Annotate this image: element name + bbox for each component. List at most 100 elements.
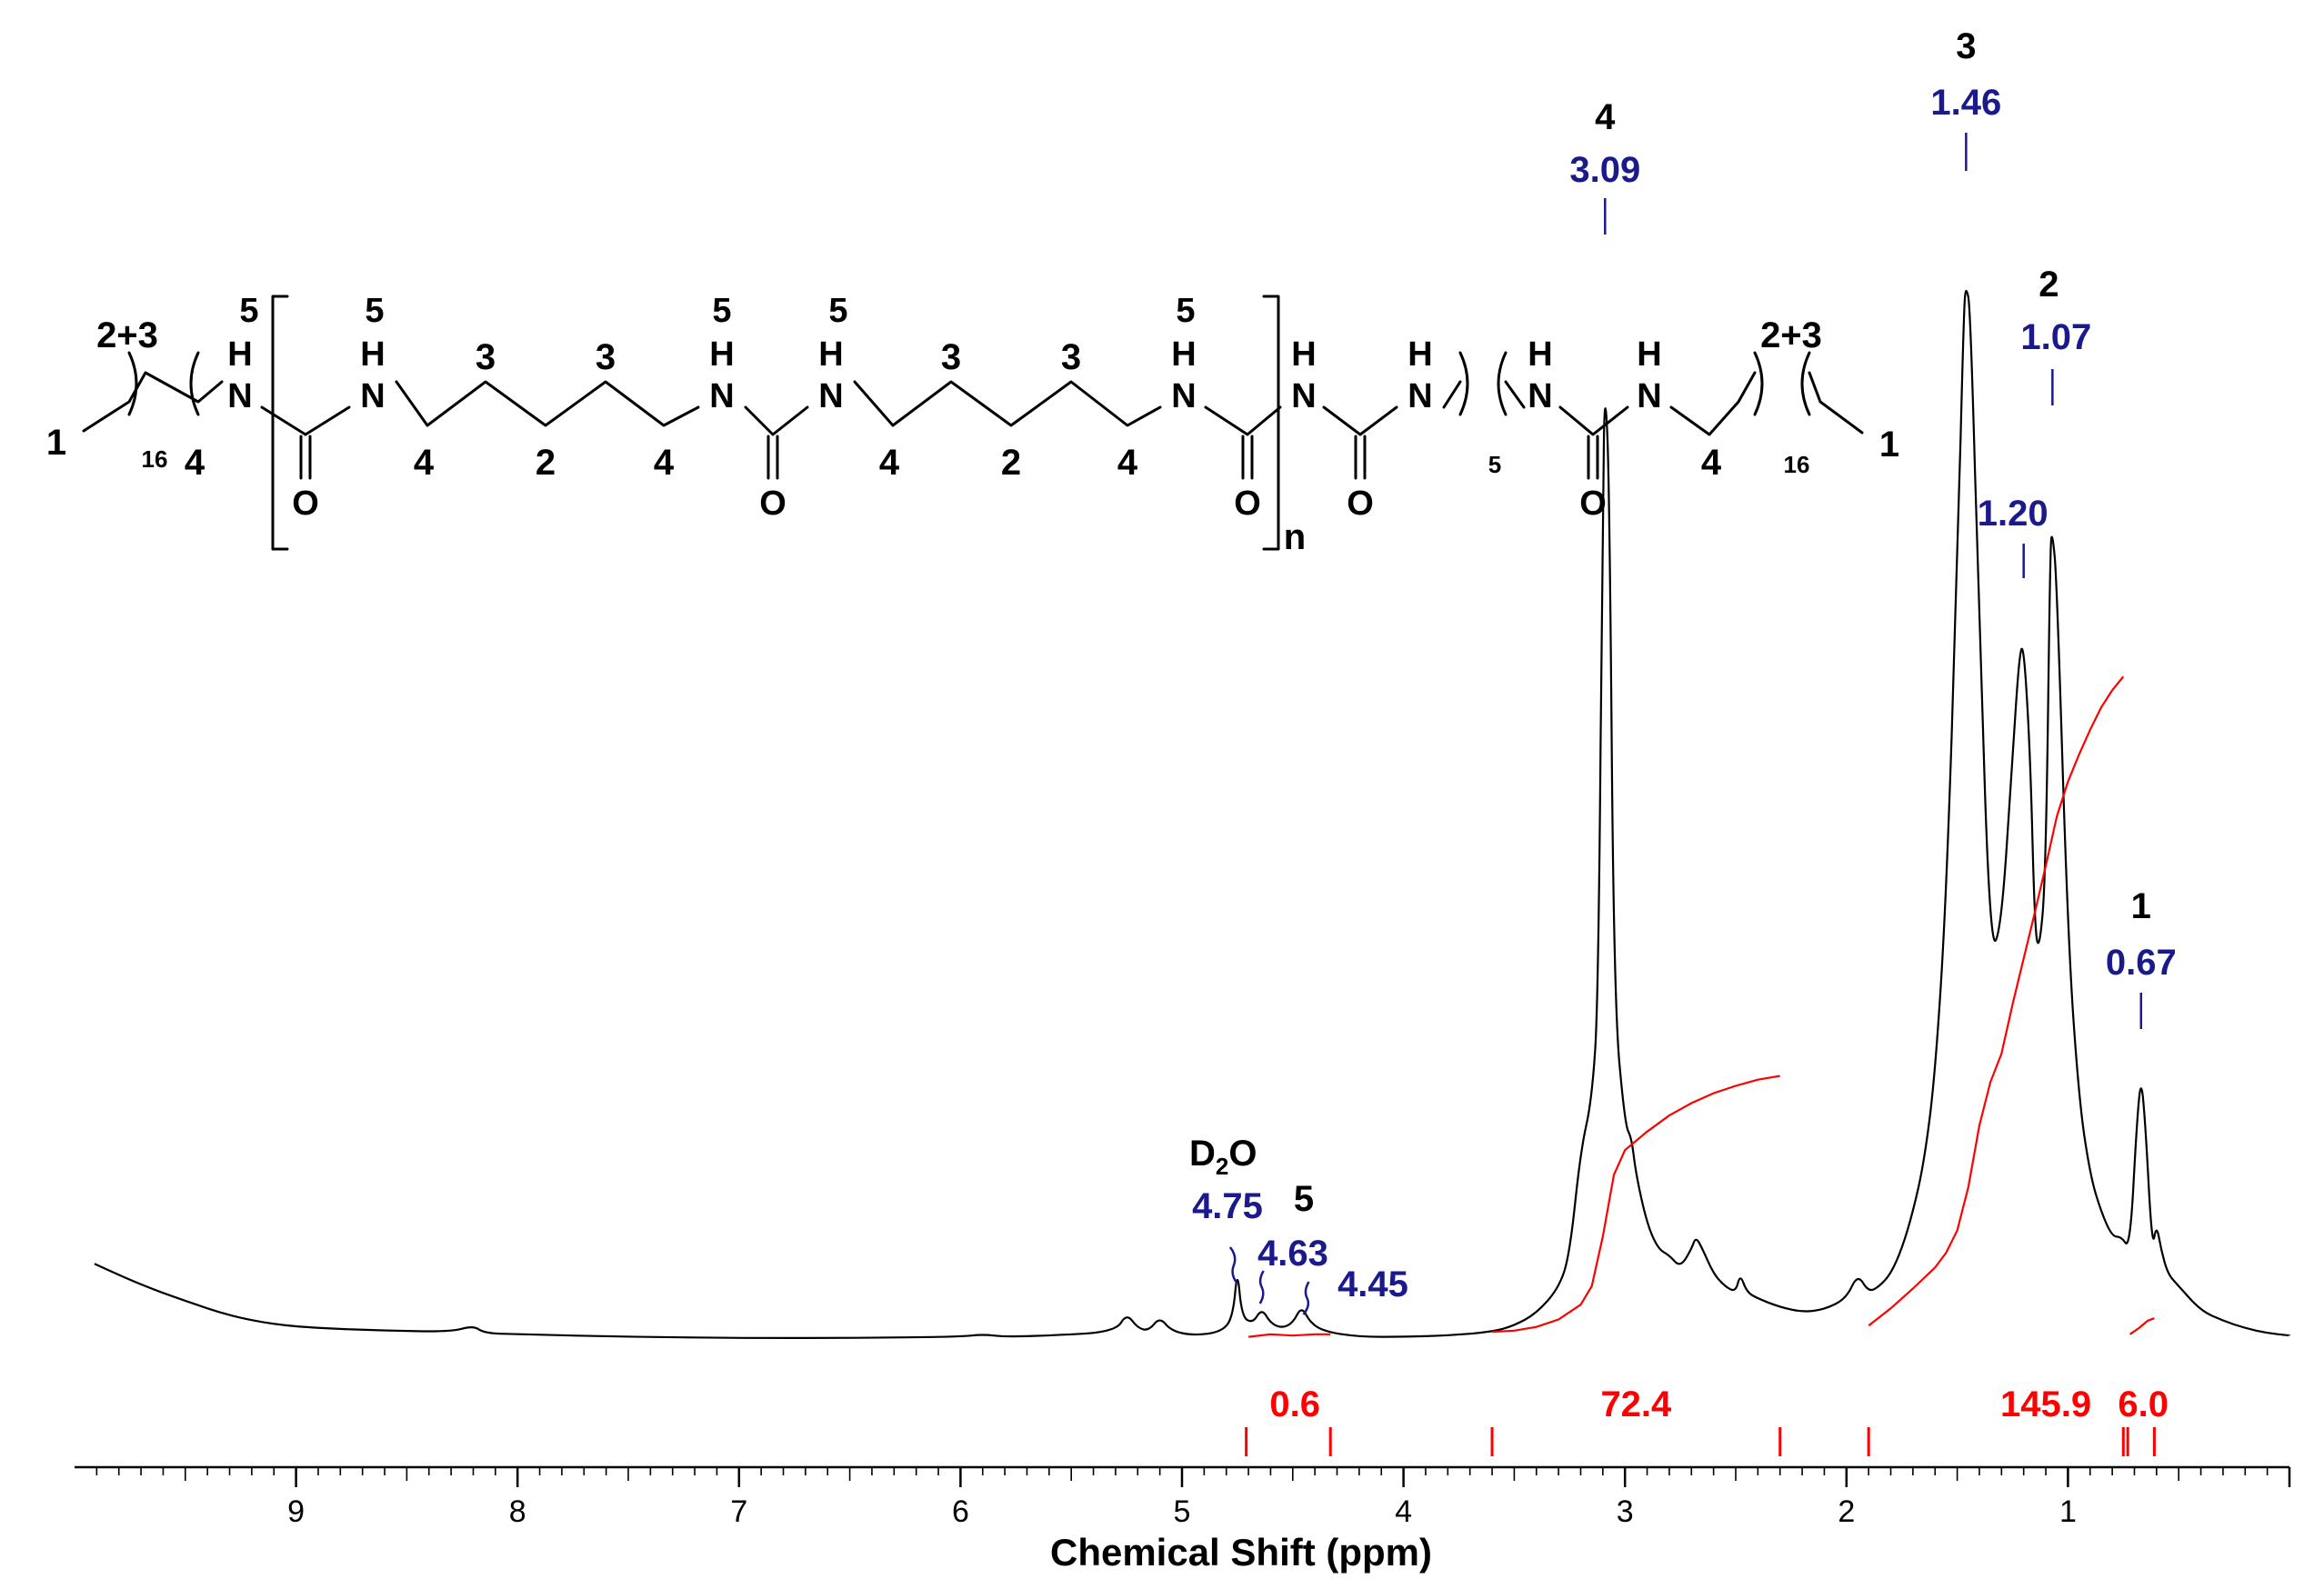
peak-assignment-0: 4 — [1595, 97, 1616, 137]
integral-value-3: 6.0 — [2118, 1384, 2169, 1424]
struct-nh-2-h: H — [709, 335, 734, 374]
integral-curve-1 — [1491, 1074, 1780, 1334]
struct-chain-2 — [853, 380, 1162, 427]
struct-label-4-d: 4 — [1117, 443, 1138, 483]
struct-chain-right — [1669, 371, 1757, 436]
peak-tick-7 — [1302, 1281, 1310, 1315]
struct-label-3-c: 3 — [941, 337, 961, 377]
struct-nh-3-n: N — [818, 377, 843, 415]
d2o-d: D — [1189, 1134, 1216, 1174]
spectrum-trace — [94, 289, 2291, 1339]
struct-label-4-b: 4 — [654, 443, 675, 483]
struct-nh-4-n: N — [1171, 377, 1196, 415]
x-tick-label-1: 8 — [509, 1494, 526, 1529]
x-tick-label-0: 9 — [287, 1494, 305, 1529]
struct-label-5-0: 5 — [239, 292, 258, 330]
struct-nh-4-h: H — [1171, 335, 1196, 374]
struct-label-4-c: 4 — [879, 443, 900, 483]
integral-curve-2 — [1868, 675, 2125, 1327]
struct-bond-e — [1322, 405, 1398, 436]
struct-paren-right-close — [1800, 351, 1811, 416]
struct-bond-a — [260, 405, 307, 436]
integral-layer: 0.6 72.4 145.9 6.0 — [1245, 675, 2169, 1456]
x-axis: 9 8 7 6 5 4 3 2 1 — [75, 1465, 2291, 1529]
struct-chain-right-end — [1808, 371, 1864, 435]
peak-shift-0: 3.09 — [1569, 150, 1640, 190]
struct-nh-8-n: N — [1637, 377, 1661, 415]
struct-n: n — [1284, 517, 1306, 557]
integral-value-0: 0.6 — [1269, 1384, 1320, 1424]
x-tick-label-5: 4 — [1395, 1494, 1412, 1529]
peak-shift-5: 4.75 — [1192, 1186, 1263, 1226]
struct-label-2-3-right: 2+3 — [1760, 315, 1822, 355]
struct-label-2-3-left: 2+3 — [96, 315, 158, 355]
x-tick-label-6: 3 — [1617, 1494, 1634, 1529]
struct-bond-b — [304, 405, 351, 436]
struct-carbonyl-1-o: O — [292, 485, 319, 523]
struct-nh-5-h: H — [1291, 335, 1316, 374]
integral-value-2: 145.9 — [2000, 1384, 2091, 1424]
x-axis-label: Chemical Shift (ppm) — [1050, 1531, 1432, 1574]
struct-label-end-1-left: 1 — [46, 423, 66, 463]
peak-shift-4: 0.67 — [2106, 943, 2177, 983]
x-tick-label-3: 6 — [952, 1494, 969, 1529]
struct-nh-7-n: N — [1528, 377, 1552, 415]
peak-assignment-6: 5 — [1294, 1179, 1314, 1219]
struct-label-4-right: 4 — [1701, 443, 1722, 483]
integral-curve-0 — [1247, 1333, 1331, 1338]
struct-bond-g — [1504, 380, 1526, 409]
peak-assignment-1: 3 — [1956, 26, 1976, 66]
peak-tick-5 — [1228, 1246, 1238, 1284]
struct-bond-d — [1204, 405, 1282, 436]
x-tick-label-2: 7 — [730, 1494, 747, 1529]
struct-label-end-1-right: 1 — [1879, 425, 1899, 465]
integral-curve-3 — [2129, 1317, 2155, 1335]
peak-shift-2: 1.20 — [1978, 494, 2049, 534]
peak-assignment-4: 1 — [2131, 886, 2151, 926]
peak-tick-6 — [1258, 1270, 1265, 1304]
struct-label-5-2: 5 — [712, 292, 731, 330]
struct-repeat-16-right: 16 — [1784, 451, 1810, 478]
struct-nh-7-h: H — [1528, 335, 1552, 374]
struct-label-3-a: 3 — [476, 337, 496, 377]
struct-label-3-d: 3 — [1061, 337, 1081, 377]
struct-label-4-a: 4 — [414, 443, 435, 483]
struct-bracket-open — [271, 295, 289, 551]
struct-nh-6-h: H — [1407, 335, 1432, 374]
peak-assignment-5: D2O — [1189, 1134, 1257, 1180]
struct-paren-left-close — [189, 351, 200, 416]
struct-paren-mid-close — [1497, 351, 1508, 416]
struct-label-3-b: 3 — [596, 337, 616, 377]
struct-label-2-b: 2 — [1001, 443, 1021, 483]
struct-paren-left-open — [127, 351, 138, 416]
d2o-o: O — [1228, 1134, 1257, 1174]
integral-value-1: 72.4 — [1600, 1384, 1672, 1424]
struct-nh-5-n: N — [1291, 377, 1316, 415]
struct-chain-1 — [395, 380, 700, 427]
struct-repeat-5: 5 — [1488, 451, 1501, 478]
d2o-subscript: 2 — [1216, 1153, 1228, 1180]
struct-bracket-close — [1262, 295, 1280, 551]
struct-label-2-a: 2 — [536, 443, 556, 483]
struct-nh-1-n: N — [360, 377, 385, 415]
struct-carbonyl-2-o: O — [759, 485, 786, 523]
struct-carbonyl-4-o: O — [1347, 485, 1374, 523]
struct-label-4-left: 4 — [185, 443, 205, 483]
struct-nh-2-n: N — [709, 377, 734, 415]
chemical-structure: 12+316 4NH5ONH543234NH5ONH543234NH5OnNHON… — [46, 292, 1899, 557]
struct-carbonyl-5-o: O — [1579, 485, 1607, 523]
struct-nh-6-n: N — [1407, 377, 1432, 415]
struct-label-5-4: 5 — [1176, 292, 1195, 330]
struct-nh-8-h: H — [1637, 335, 1661, 374]
struct-chain-left — [82, 371, 224, 433]
x-tick-label-8: 1 — [2059, 1494, 2077, 1529]
struct-paren-mid-open — [1458, 351, 1469, 416]
peak-shift-7: 4.45 — [1337, 1264, 1408, 1304]
struct-nh-0-h: H — [227, 335, 252, 374]
struct-bond-f — [1442, 380, 1462, 409]
struct-nh-1-h: H — [360, 335, 385, 374]
peak-shift-1: 1.46 — [1930, 83, 2001, 123]
struct-label-5-3: 5 — [828, 292, 847, 330]
struct-bond-h — [1558, 405, 1629, 436]
